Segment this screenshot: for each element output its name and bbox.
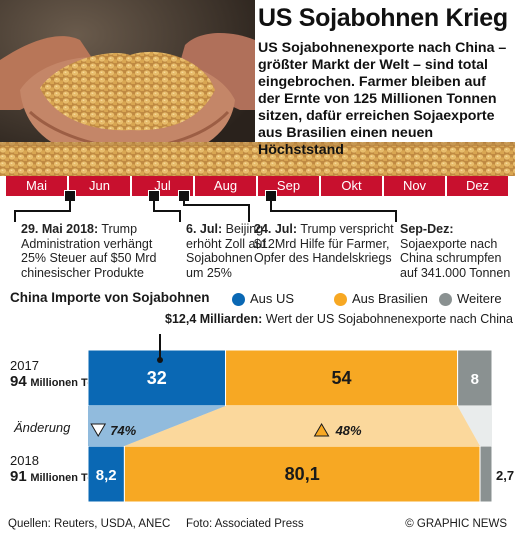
soybeans-photo — [0, 0, 515, 176]
legend-swatch-brazil — [334, 293, 347, 306]
month-label: Aug — [193, 176, 256, 196]
page-title: US Sojabohnen Krieg — [258, 4, 508, 32]
month-label: Dez — [445, 176, 508, 196]
chart-annotation: $12,4 Milliarden: Wert der US Sojabohnen… — [165, 312, 513, 327]
chart-title: China Importe von Sojabohnen — [10, 290, 210, 305]
stacked-bar-chart: 32 54 8 8,2 80,1 2,7 74% 48% — [87, 334, 514, 503]
bar-segment — [87, 445, 125, 503]
leader-line — [395, 210, 397, 222]
data-label: 8,2 — [96, 467, 117, 484]
leader-line — [69, 200, 71, 212]
annotation-dot — [157, 357, 163, 363]
data-label: 54 — [332, 368, 352, 388]
event-text: Sojaexporte nach China schrumpfen auf 34… — [400, 236, 511, 280]
event-date: 6. Jul: — [186, 222, 223, 236]
bar-segment — [479, 445, 493, 503]
leader-line — [270, 200, 272, 212]
annotation-text: Wert der US Sojabohnenexporte nach China — [265, 312, 513, 326]
publisher-credit: © GRAPHIC NEWS — [405, 518, 507, 530]
event-jul-24: 24. Jul: Trump verspricht $12Mrd Hilfe f… — [254, 222, 394, 266]
change-value-us: 74% — [110, 423, 136, 438]
leader-line — [14, 210, 71, 212]
footer: Quellen: Reuters, USDA, ANEC Foto: Assoc… — [0, 512, 515, 540]
event-text: Beijing erhöht Zoll auf Sojabohnen um 25… — [186, 222, 266, 280]
legend-swatch-other — [439, 293, 452, 306]
leader-line — [153, 200, 155, 212]
total-value: 91 — [10, 468, 27, 485]
year: 2018 — [10, 453, 39, 468]
bar-segment — [225, 349, 459, 407]
leader-line — [183, 200, 185, 206]
month-label: Sep — [256, 176, 319, 196]
event-text: Trump verspricht $12Mrd Hilfe für Farmer… — [254, 222, 394, 265]
annotation-value: $12,4 Milliarden: — [165, 312, 263, 326]
month-label: Jul — [130, 176, 193, 196]
leader-line — [153, 210, 181, 212]
legend-label-brazil: Aus Brasilien — [352, 291, 428, 306]
month-label: Jun — [67, 176, 130, 196]
event-date: Sep-Dez: — [400, 222, 454, 236]
change-label: Änderung — [14, 420, 71, 435]
year: 2017 — [10, 358, 39, 373]
leader-line — [183, 204, 250, 206]
leader-line — [179, 210, 181, 222]
event-text: Trump Administration verhängt 25% Steuer… — [21, 222, 157, 280]
event-jul-6: 6. Jul: Beijing erhöht Zoll auf Sojabohn… — [186, 222, 271, 280]
leader-line — [14, 210, 16, 222]
hero-photo — [0, 0, 515, 176]
event-may: 29. Mai 2018: Trump Administration verhä… — [21, 222, 176, 280]
photo-credit: Foto: Associated Press — [186, 518, 304, 530]
data-label: 32 — [147, 368, 167, 388]
month-label: Okt — [319, 176, 382, 196]
bar-segment — [87, 349, 227, 407]
leader-line — [248, 204, 250, 222]
connector-other — [457, 406, 492, 446]
change-down-arrow-icon — [90, 423, 107, 437]
month-strip: Mai Jun Jul Aug Sep Okt Nov Dez — [6, 176, 508, 196]
total-value: 94 — [10, 373, 27, 390]
connector-us — [88, 406, 226, 446]
connector-brazil — [124, 406, 481, 446]
month-label: Mai — [26, 178, 47, 193]
data-label: 2,7 — [496, 468, 514, 483]
leader-line — [270, 210, 396, 212]
bar-segment — [457, 349, 493, 407]
legend-label-us: Aus US — [250, 291, 295, 306]
event-date: 24. Jul: — [254, 222, 298, 236]
data-label: 80,1 — [285, 464, 320, 484]
change-value-brazil: 48% — [335, 423, 362, 438]
intro-text: US Sojabohnenexporte nach China – größte… — [258, 40, 507, 158]
month-label: Nov — [382, 176, 445, 196]
source-note: Quellen: Reuters, USDA, ANEC — [8, 518, 171, 530]
event-sep-dec: Sep-Dez: Sojaexporte nach China schrumpf… — [400, 222, 512, 280]
event-date: 29. Mai 2018: — [21, 222, 99, 236]
legend-label-other: Weitere — [457, 291, 502, 306]
data-label: 8 — [471, 371, 479, 388]
legend-swatch-us — [232, 293, 245, 306]
bar-segment — [123, 445, 481, 503]
change-up-arrow-icon — [313, 423, 330, 437]
